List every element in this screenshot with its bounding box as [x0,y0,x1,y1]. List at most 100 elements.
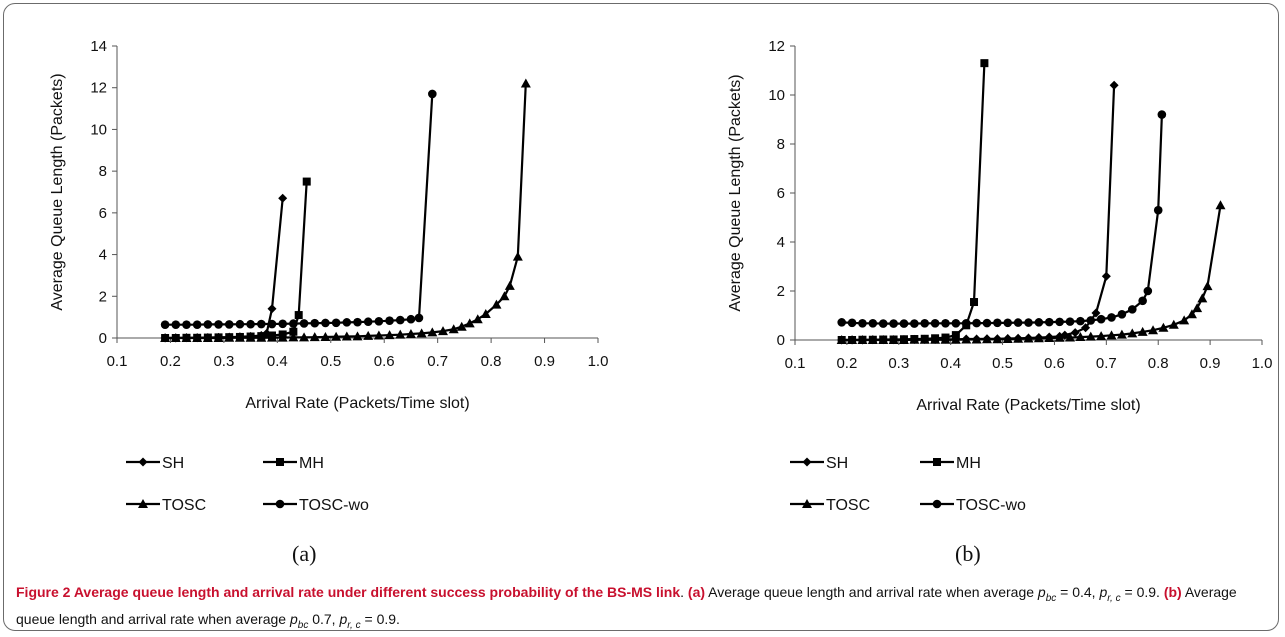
data-point-tosc-wo [1003,318,1013,328]
data-point-tosc-wo [192,320,202,329]
data-point-tosc-wo [1143,286,1153,296]
data-point-tosc-wo [160,320,170,329]
legend-item-sh: SH [126,455,184,472]
series-tosc-wo [160,89,437,329]
legend-label: TOSC-wo [299,497,369,514]
legend-item-tosc-wo: TOSC-wo [920,497,1026,514]
data-point-tosc [961,334,972,344]
series-mh [837,59,989,344]
data-point-tosc-wo [1024,318,1033,327]
x-tick-label: 0.4 [940,355,961,372]
data-point-tosc-wo [331,318,341,328]
x-tick-label: 0.1 [785,355,806,372]
data-point-tosc-wo [858,319,867,328]
y-tick-label: 6 [777,185,785,202]
data-point-tosc-wo [353,317,362,327]
data-point-sh [1070,328,1080,338]
data-point-tosc [878,335,889,344]
data-point-tosc-wo [941,319,950,328]
data-point-tosc-wo [961,319,971,328]
data-point-mh [289,327,298,336]
legend-item-mh: MH [263,455,324,472]
data-point-tosc [499,291,510,301]
data-point-tosc [448,324,459,334]
figure-frame [3,3,1279,631]
data-point-tosc [1044,333,1055,343]
data-point-tosc [930,334,941,344]
x-tick-label: 0.2 [160,353,181,370]
x-tick-label: 1.0 [588,353,609,370]
series-line-tosc-wo [841,114,1163,325]
y-axis-title: Average Queue Length (Packets) [49,73,66,310]
data-point-tosc [1033,333,1044,343]
data-point-tosc [919,334,930,344]
legend-marker [138,457,148,467]
data-point-tosc-wo [1107,313,1116,322]
data-point-tosc [416,328,427,338]
legend-label: SH [162,455,184,472]
legend-item-tosc: TOSC [790,497,870,514]
x-tick-label: 0.5 [992,355,1013,372]
caption-subscript: bc [297,619,309,631]
y-tick-label: 8 [99,163,107,180]
data-point-tosc-wo [1013,318,1023,327]
series-sh [160,193,288,343]
caption-symbol: p [1037,584,1046,600]
data-point-tosc [1085,331,1096,341]
data-point-tosc [491,299,502,309]
legend-marker [802,499,812,508]
x-tick-label: 0.8 [481,353,502,370]
data-point-tosc-wo [406,314,416,324]
x-axis-title: Arrival Rate (Packets/Time slot) [245,395,469,412]
series-line-tosc [165,83,527,340]
data-point-tosc-wo [374,317,384,326]
data-point-tosc-wo [889,319,898,328]
legend-item-sh: SH [790,455,848,472]
data-point-tosc [1013,333,1024,343]
data-point-tosc [847,335,858,344]
legend-item-mh: MH [920,455,981,472]
data-point-mh [970,298,979,307]
legend-marker [275,499,285,509]
data-point-tosc [472,314,483,324]
caption-title: Figure 2 Average queue length and arriva… [16,584,681,600]
x-tick-label: 0.6 [374,353,395,370]
legend-marker [932,499,942,509]
data-point-tosc-wo [235,319,245,329]
data-point-tosc [867,335,878,344]
x-tick-label: 0.9 [534,353,555,370]
caption-part-b-label: (b) [1163,584,1182,600]
caption-symbol: p [339,610,348,627]
data-point-tosc [480,309,491,319]
data-point-tosc-wo [847,318,857,328]
series-line-tosc-wo [165,93,434,326]
data-point-tosc-wo [428,89,437,99]
data-point-tosc-wo [1076,316,1085,326]
data-point-tosc-wo [920,319,930,328]
data-point-mh [294,311,303,320]
data-point-tosc-wo [1096,314,1106,324]
data-point-tosc-wo [299,319,309,328]
data-point-tosc-wo [289,319,298,328]
caption-subscript: r, c [1107,592,1121,604]
data-point-tosc [1192,303,1203,313]
x-tick-label: 0.4 [267,353,288,370]
data-point-mh [980,59,989,68]
data-point-tosc-wo [910,319,919,328]
caption-part-a-value: = 0.9. [1124,584,1160,600]
data-point-tosc-wo [1157,110,1167,119]
data-point-tosc [202,333,213,342]
data-point-tosc-wo [278,319,287,329]
data-point-tosc [1106,330,1117,340]
data-point-tosc [213,333,224,342]
data-point-tosc [1179,315,1190,325]
data-point-tosc [1197,293,1208,303]
data-point-tosc-wo [1127,305,1137,314]
y-tick-label: 12 [90,80,107,97]
y-tick-label: 4 [777,234,785,251]
caption-part-b-text: Average queue length and arrival rate wh… [16,584,1237,627]
data-point-tosc-wo [257,319,266,329]
data-point-tosc [1054,332,1065,342]
legend-marker [933,458,941,466]
data-point-tosc [384,330,395,340]
